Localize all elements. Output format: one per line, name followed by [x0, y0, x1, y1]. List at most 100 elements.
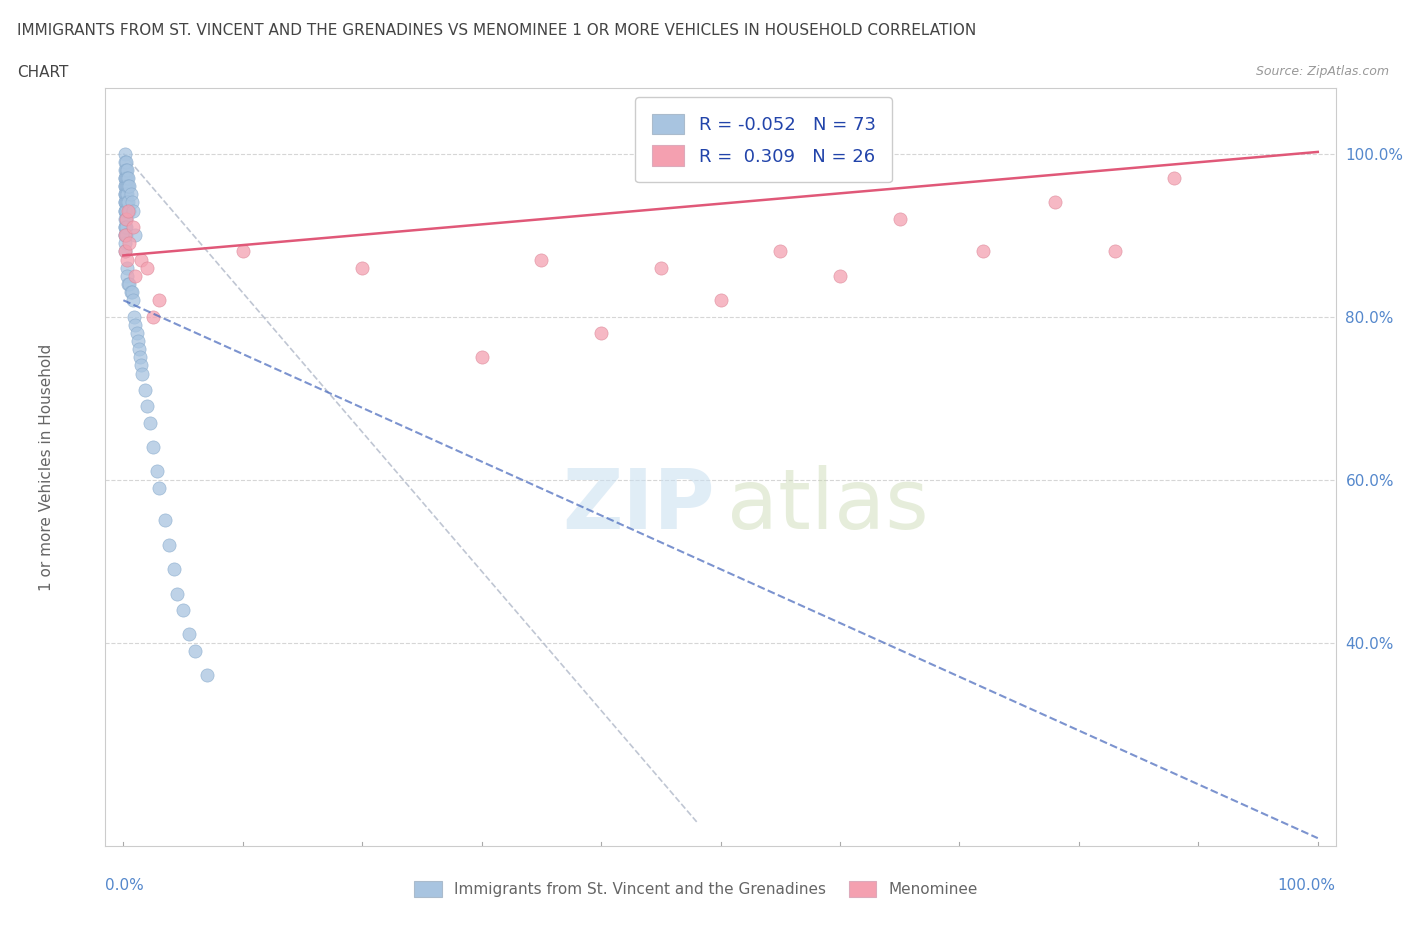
Point: [232, 244, 254, 259]
Point: [114, 179, 136, 193]
Point: [115, 187, 138, 202]
Point: [1163, 170, 1185, 185]
Point: [129, 252, 152, 267]
Point: [114, 244, 136, 259]
Point: [114, 203, 136, 218]
Point: [118, 203, 141, 218]
Point: [114, 228, 136, 243]
Text: IMMIGRANTS FROM ST. VINCENT AND THE GRENADINES VS MENOMINEE 1 OR MORE VEHICLES I: IMMIGRANTS FROM ST. VINCENT AND THE GREN…: [17, 23, 976, 38]
Point: [184, 644, 207, 658]
Point: [591, 326, 613, 340]
Point: [114, 228, 136, 243]
Text: ZIP: ZIP: [562, 465, 714, 546]
Point: [142, 440, 165, 455]
Point: [710, 293, 733, 308]
Point: [114, 187, 136, 202]
Point: [138, 415, 160, 430]
Text: atlas: atlas: [727, 465, 928, 546]
Point: [153, 512, 176, 527]
Point: [129, 358, 152, 373]
Point: [128, 341, 150, 356]
Point: [114, 179, 136, 193]
Point: [129, 350, 152, 365]
Point: [114, 219, 136, 234]
Point: [115, 163, 138, 178]
Point: [122, 309, 145, 324]
Point: [114, 154, 136, 169]
Point: [115, 179, 138, 193]
Point: [114, 219, 136, 234]
Point: [118, 276, 141, 291]
Point: [115, 260, 138, 275]
Point: [195, 668, 218, 683]
Point: [120, 285, 142, 299]
Point: [142, 309, 165, 324]
Point: [125, 326, 148, 340]
Point: [769, 244, 792, 259]
Point: [121, 195, 143, 210]
Point: [166, 586, 188, 601]
Point: [122, 219, 145, 234]
Point: [157, 538, 180, 552]
Point: [131, 366, 153, 381]
Text: 100.0%: 100.0%: [1278, 878, 1336, 893]
Point: [115, 195, 138, 210]
Point: [352, 260, 374, 275]
Point: [177, 627, 200, 642]
Point: [114, 170, 136, 185]
Point: [117, 203, 139, 218]
Text: Source: ZipAtlas.com: Source: ZipAtlas.com: [1256, 65, 1389, 78]
Point: [114, 211, 136, 226]
Point: [136, 399, 159, 414]
Point: [1104, 244, 1126, 259]
Point: [118, 179, 141, 193]
Point: [530, 252, 553, 267]
Point: [889, 211, 911, 226]
Point: [118, 236, 141, 251]
Point: [114, 146, 136, 161]
Point: [114, 163, 136, 178]
Legend: Immigrants from St. Vincent and the Grenadines, Menominee: Immigrants from St. Vincent and the Gren…: [408, 875, 984, 903]
Point: [148, 293, 170, 308]
Point: [115, 170, 138, 185]
Text: 1 or more Vehicles in Household: 1 or more Vehicles in Household: [39, 344, 53, 591]
Point: [114, 195, 136, 210]
Point: [124, 228, 146, 243]
Point: [114, 228, 136, 243]
Point: [117, 276, 139, 291]
Point: [146, 464, 169, 479]
Point: [117, 170, 139, 185]
Point: [114, 211, 136, 226]
Point: [120, 187, 142, 202]
Point: [122, 293, 145, 308]
Point: [972, 244, 994, 259]
Point: [114, 211, 136, 226]
Point: [650, 260, 672, 275]
Point: [124, 317, 146, 332]
Point: [114, 219, 136, 234]
Point: [114, 187, 136, 202]
Point: [122, 203, 145, 218]
Point: [114, 179, 136, 193]
Point: [124, 269, 146, 284]
Point: [114, 195, 136, 210]
Point: [114, 170, 136, 185]
Point: [172, 603, 194, 618]
Point: [114, 154, 136, 169]
Point: [114, 203, 136, 218]
Point: [162, 562, 184, 577]
Point: [114, 244, 136, 259]
Text: CHART: CHART: [17, 65, 69, 80]
Point: [1043, 195, 1066, 210]
Point: [828, 269, 851, 284]
Point: [115, 252, 138, 267]
Point: [114, 236, 136, 251]
Point: [134, 382, 156, 397]
Point: [114, 187, 136, 202]
Point: [148, 480, 170, 495]
Point: [471, 350, 494, 365]
Point: [114, 163, 136, 178]
Point: [121, 285, 143, 299]
Point: [136, 260, 159, 275]
Point: [115, 269, 138, 284]
